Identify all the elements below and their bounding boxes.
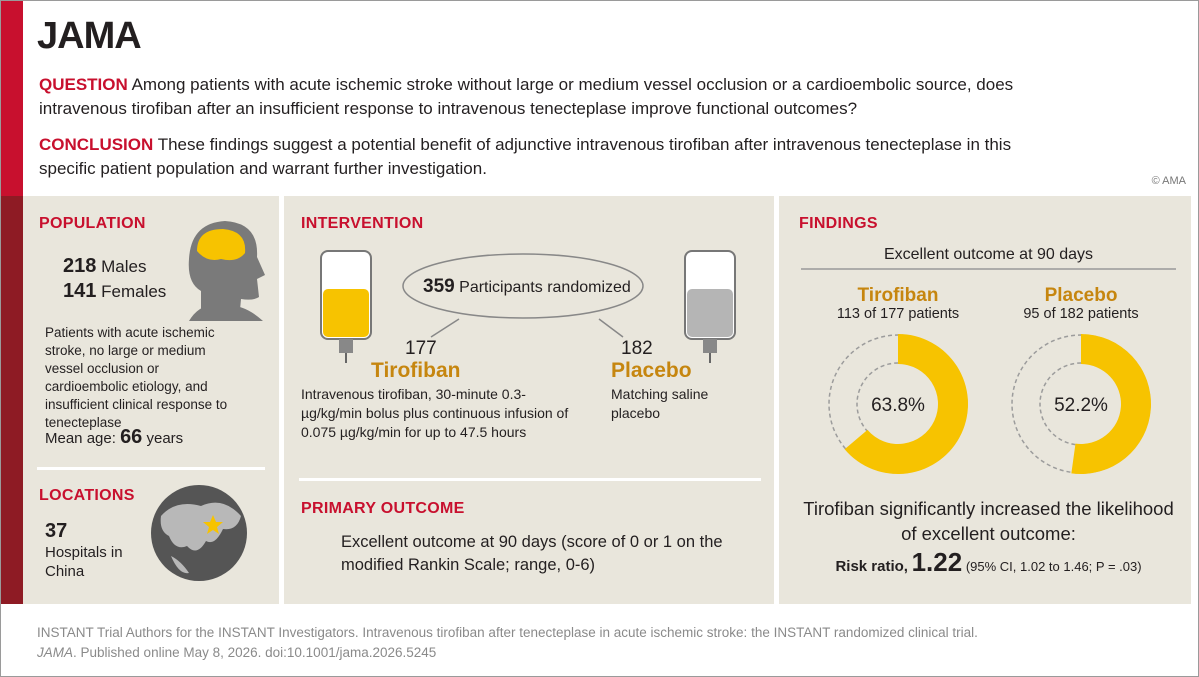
connector [430,318,460,338]
ci: (95% CI, 1.02 to 1.46; P = .03) [965,559,1142,574]
copyright: © AMA [1151,175,1186,187]
label: Males [101,257,147,276]
question-text: Among patients with acute ischemic strok… [39,75,1014,118]
panel-divider [774,196,779,604]
accent-bar [1,196,23,604]
section-title: LOCATIONS [39,487,135,504]
locations-count: 37 [45,520,68,542]
globe-icon [151,485,247,581]
donut-segment [844,334,969,475]
panel-divider [279,196,284,604]
arm-name: Placebo [611,359,692,382]
group-summary: 95 of 182 patients [1023,306,1139,322]
group-name: Tirofiban [857,285,939,306]
accent-bar [1,1,23,196]
count: 218 [63,255,97,277]
citation-line: INSTANT Trial Authors for the INSTANT In… [37,625,978,640]
logo: JAMA [37,15,142,57]
section-title: INTERVENTION [301,215,424,232]
citation: INSTANT Trial Authors for the INSTANT In… [37,623,1177,663]
count: 141 [63,280,97,302]
population-group: 218 Males [63,255,146,278]
head-icon [188,221,265,321]
conclusion: CONCLUSION These findings suggest a pote… [39,133,1049,181]
conclusion-label: CONCLUSION [39,135,154,154]
population-description: Patients with acute ischemic stroke, no … [45,325,228,430]
journal: JAMA [37,645,74,660]
donut-label: 52.2% [1054,395,1108,416]
randomized: 359 Participants randomized [423,276,631,298]
arm-description: Matching saline placebo [611,386,709,421]
section-divider [37,467,265,470]
arm-count: 177 [405,338,437,359]
section-title: POPULATION [39,215,146,232]
value: 66 [120,426,143,448]
conclusion-text: These findings suggest a potential benef… [39,135,1012,178]
findings-conclusion: Tirofiban significantly increased the li… [803,498,1174,544]
label: Mean age: [45,430,116,447]
label: Risk ratio, [835,558,908,575]
count: 359 [423,276,455,297]
locations-label: Hospitals in China [45,544,123,580]
question: QUESTION Among patients with acute ische… [39,73,1049,121]
arm-description: Intravenous tirofiban, 30-minute 0.3-µg/… [301,386,569,440]
donut-charts: 63.8% 52.2% [828,334,1151,475]
findings-subtitle: Excellent outcome at 90 days [883,246,1093,263]
risk-ratio: Risk ratio, 1.22 (95% CI, 1.02 to 1.46; … [791,547,1186,578]
donut-label: 63.8% [871,395,925,416]
group-summary: 113 of 177 patients [836,306,960,322]
section-title: FINDINGS [799,215,878,232]
donut-segment [1071,334,1151,474]
citation-line: . Published online May 8, 2026. doi:10.1… [73,645,437,660]
value: 1.22 [911,547,963,577]
arm-count: 182 [621,338,653,359]
label: Participants randomized [459,279,631,296]
question-label: QUESTION [39,75,128,94]
section-divider [299,478,761,481]
iv-bag-placebo [684,250,736,363]
label: Females [101,282,167,301]
iv-bag-tirofiban [320,250,372,363]
randomization-ellipse [402,253,644,319]
primary-outcome-text: Excellent outcome at 90 days (score of 0… [341,533,723,574]
arm-name: Tirofiban [371,359,461,382]
mean-age: Mean age: 66 years [45,426,183,449]
population-group: 141 Females [63,280,166,303]
section-title: PRIMARY OUTCOME [301,500,465,517]
unit: years [146,430,184,447]
group-name: Placebo [1044,285,1118,306]
connector [598,318,624,338]
